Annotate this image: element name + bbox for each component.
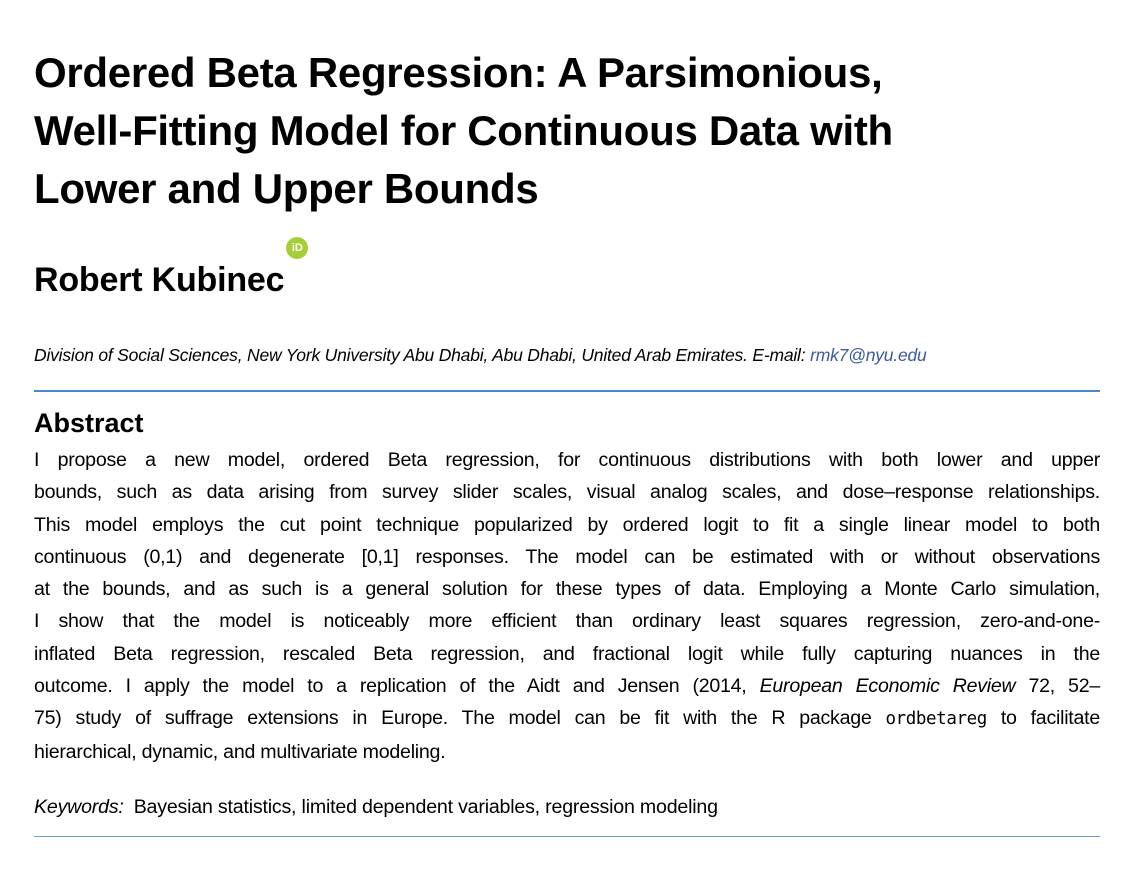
abstract-line: 75) study of suffrage extensions in Euro… [34,702,1100,735]
author-name: Robert Kubinec [34,261,285,299]
abstract-line: at the bounds, and as such is a general … [34,578,1100,601]
abstract-line: I propose a new model, ordered Beta regr… [34,449,1100,471]
abstract-text: to facilitate [986,707,1100,730]
paper-title: Ordered Beta Regression: A Parsimonious,… [34,44,1100,218]
abstract-line: I show that the model is noticeably more… [34,610,1100,633]
abstract-heading: Abstract [34,408,144,438]
author-email-link[interactable]: rmk7@nyu.edu [810,345,927,365]
orcid-icon[interactable]: iD [286,237,309,259]
journal-name: European Economic Review [759,675,1016,698]
abstract-line: outcome. I apply the model to a replicat… [34,670,1100,702]
abstract-line: continuous (0,1) and degenerate [0,1] re… [34,545,1100,568]
author-row: Robert KubineciD [34,237,309,305]
keywords-text: Bayesian statistics, limited dependent v… [133,796,718,818]
affiliation-text: Division of Social Sciences, New York Un… [34,345,811,365]
abstract-text: 72, 52– [1015,675,1101,698]
abstract-body: I propose a new model, ordered Beta regr… [34,444,1100,768]
abstract-text: outcome. I apply the model to a replicat… [34,675,760,698]
keywords: Keywords: Bayesian statistics, limited de… [34,792,718,822]
keywords-label: Keywords: [34,796,124,818]
title-line: Ordered Beta Regression: A Parsimonious, [34,49,883,96]
abstract-line: inflated Beta regression, rescaled Beta … [34,642,1100,665]
package-name-code: ordbetareg [885,709,988,730]
abstract-line: hierarchical, dynamic, and multivariate … [34,740,446,763]
abstract-line: bounds, such as data arising from survey… [34,481,1100,504]
title-line: Lower and Upper Bounds [34,165,539,212]
top-divider [34,390,1100,392]
abstract-line: This model employs the cut point techniq… [34,513,1100,536]
abstract-text: 75) study of suffrage extensions in Euro… [34,707,886,730]
bottom-divider [34,836,1100,837]
title-line: Well-Fitting Model for Continuous Data w… [34,107,893,154]
author-affiliation: Division of Social Sciences, New York Un… [34,342,927,368]
